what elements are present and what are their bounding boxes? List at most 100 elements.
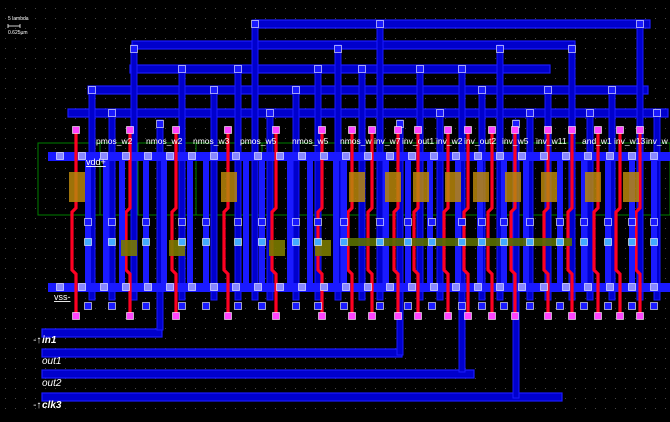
grid-dot xyxy=(415,168,416,169)
grid-dot xyxy=(565,358,566,359)
grid-dot xyxy=(135,8,136,9)
contact-cut xyxy=(580,218,588,226)
grid-dot xyxy=(65,388,66,389)
grid-dot xyxy=(495,378,496,379)
grid-dot xyxy=(665,408,666,409)
grid-dot xyxy=(605,98,606,99)
p-diffusion xyxy=(221,172,237,202)
grid-dot xyxy=(405,148,406,149)
grid-dot xyxy=(265,198,266,199)
contact-cut xyxy=(56,152,64,160)
grid-dot xyxy=(15,138,16,139)
grid-dot xyxy=(15,208,16,209)
pin-label-out2[interactable]: out2 xyxy=(42,378,62,389)
grid-dot xyxy=(645,358,646,359)
grid-dot xyxy=(395,328,396,329)
p-diffusion xyxy=(623,172,639,202)
grid-dot xyxy=(455,18,456,19)
grid-dot xyxy=(65,98,66,99)
grid-dot xyxy=(45,128,46,129)
grid-dot xyxy=(55,268,56,269)
grid-dot xyxy=(485,348,486,349)
grid-dot xyxy=(395,98,396,99)
grid-dot xyxy=(505,338,506,339)
grid-dot xyxy=(555,358,556,359)
grid-dot xyxy=(205,368,206,369)
grid-dot xyxy=(625,298,626,299)
contact-cut xyxy=(526,302,534,310)
contact-cut xyxy=(340,218,348,226)
grid-dot xyxy=(365,38,366,39)
grid-dot xyxy=(45,158,46,159)
grid-dot xyxy=(195,208,196,209)
grid-dot xyxy=(305,38,306,39)
grid-dot xyxy=(35,368,36,369)
grid-dot xyxy=(175,78,176,79)
grid-dot xyxy=(345,38,346,39)
grid-dot xyxy=(535,148,536,149)
device-label: inv_out1 xyxy=(402,136,434,146)
grid-dot xyxy=(655,48,656,49)
grid-dot xyxy=(485,58,486,59)
grid-dot xyxy=(225,298,226,299)
grid-dot xyxy=(145,148,146,149)
grid-dot xyxy=(535,358,536,359)
grid-dot xyxy=(35,28,36,29)
device-label: inv_w11 xyxy=(536,136,567,146)
grid-dot xyxy=(485,328,486,329)
grid-dot xyxy=(525,98,526,99)
grid-dot xyxy=(455,328,456,329)
grid-dot xyxy=(645,218,646,219)
grid-dot xyxy=(255,308,256,309)
grid-dot xyxy=(465,18,466,19)
grid-dot xyxy=(525,388,526,389)
grid-dot xyxy=(565,178,566,179)
grid-dot xyxy=(215,328,216,329)
grid-dot xyxy=(125,198,126,199)
grid-dot xyxy=(475,328,476,329)
grid-dot xyxy=(615,378,616,379)
grid-dot xyxy=(375,178,376,179)
grid-dot xyxy=(75,18,76,19)
grid-dot xyxy=(5,338,6,339)
grid-dot xyxy=(55,258,56,259)
contact-cut xyxy=(404,302,412,310)
grid-dot xyxy=(445,298,446,299)
grid-dot xyxy=(645,168,646,169)
grid-dot xyxy=(5,378,6,379)
contact-cut xyxy=(394,312,402,320)
pin-clk3[interactable]: -↑ clk3 xyxy=(33,400,62,411)
grid-dot xyxy=(175,258,176,259)
grid-dot xyxy=(585,18,586,19)
grid-dot xyxy=(325,368,326,369)
contact-cut xyxy=(78,152,86,160)
grid-dot xyxy=(635,208,636,209)
grid-dot xyxy=(495,358,496,359)
grid-dot xyxy=(345,18,346,19)
grid-dot xyxy=(495,188,496,189)
contact-cut xyxy=(458,302,466,310)
grid-dot xyxy=(425,348,426,349)
grid-dot xyxy=(655,68,656,69)
grid-dot xyxy=(635,348,636,349)
grid-dot xyxy=(125,178,126,179)
grid-dot xyxy=(615,18,616,19)
grid-dot xyxy=(245,78,246,79)
grid-dot xyxy=(505,298,506,299)
metal2-riser xyxy=(178,64,186,301)
grid-dot xyxy=(155,208,156,209)
grid-dot xyxy=(555,378,556,379)
grid-dot xyxy=(625,148,626,149)
contact-cut xyxy=(526,109,534,117)
pin-in1[interactable]: -↑ in1 xyxy=(33,335,57,346)
pin-label-out1[interactable]: out1 xyxy=(42,356,61,367)
grid-dot xyxy=(495,308,496,309)
grid-dot xyxy=(325,58,326,59)
contact-cut xyxy=(166,283,174,291)
grid-dot xyxy=(485,318,486,319)
grid-dot xyxy=(155,388,156,389)
grid-dot xyxy=(105,308,106,309)
grid-dot xyxy=(465,408,466,409)
